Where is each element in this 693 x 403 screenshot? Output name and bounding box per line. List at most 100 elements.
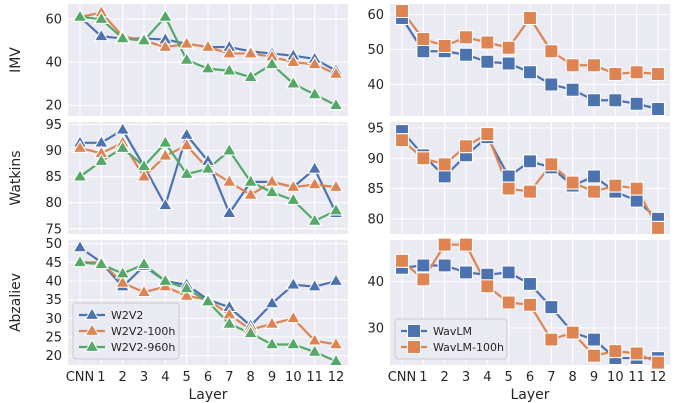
legend: WavLM WavLM-100h — [394, 318, 508, 360]
x-tick-label: 8 — [569, 370, 577, 385]
x-tick-label: 2 — [441, 370, 449, 385]
data-point-WavLM-100h — [565, 325, 580, 340]
data-point-W2V2-100h — [157, 147, 173, 161]
data-point-W2V2-960h — [285, 336, 301, 350]
x-tick-label: 1 — [419, 370, 427, 385]
y-tick-label: 50 — [367, 43, 384, 58]
data-point-WavLM — [608, 93, 623, 108]
x-tick-label: 5 — [505, 370, 513, 385]
data-point-W2V2-960h — [93, 10, 109, 24]
data-point-WavLM-100h — [458, 139, 474, 154]
y-tick-label: 85 — [45, 170, 62, 185]
x-tick-label: 3 — [140, 370, 148, 385]
data-point-WavLM-100h — [437, 237, 452, 252]
data-point-WavLM-100h — [629, 181, 644, 196]
legend-label: W2V2-100h — [111, 325, 175, 338]
data-point-WavLM — [416, 44, 431, 59]
data-point-W2V2-960h — [307, 343, 323, 357]
data-point-WavLM — [458, 47, 474, 62]
x-tick-label: 12 — [328, 370, 345, 385]
x-tick-label: 7 — [225, 370, 233, 385]
data-point-W2V2-100h — [307, 176, 323, 190]
x-axis-label: Layer — [188, 387, 227, 403]
x-tick-label: 8 — [247, 370, 255, 385]
data-point-W2V2-100h — [136, 284, 152, 298]
data-point-WavLM-100h — [586, 58, 602, 73]
data-point-WavLM — [522, 65, 538, 80]
data-point-W2V2-960h — [136, 158, 152, 172]
x-tick-label: 4 — [483, 370, 491, 385]
legend-swatch-marker — [407, 340, 421, 354]
legend-label: WavLM — [433, 325, 472, 338]
data-point-WavLM — [629, 96, 644, 111]
data-point-W2V2 — [221, 205, 237, 219]
y-tick-label: 45 — [45, 256, 62, 271]
x-tick-label: 11 — [306, 370, 323, 385]
y-tick-label: 80 — [45, 196, 62, 211]
data-point-W2V2-960h — [157, 272, 173, 286]
panel-imv-wavlm: 40 50 60 — [367, 3, 670, 117]
data-point-W2V2 — [93, 28, 109, 42]
data-point-W2V2-100h — [179, 137, 195, 151]
data-point-WavLM-100h — [650, 220, 666, 235]
data-point-W2V2-960h — [115, 30, 131, 44]
x-tick-label: 3 — [462, 370, 470, 385]
data-point-WavLM — [480, 54, 495, 69]
data-point-W2V2-100h — [285, 179, 301, 193]
y-tick-label: 20 — [45, 99, 62, 114]
data-point-W2V2-960h — [179, 280, 195, 294]
data-point-W2V2-960h — [243, 69, 259, 83]
x-tick-label: 10 — [607, 370, 624, 385]
data-point-W2V2-960h — [264, 184, 280, 198]
data-point-WavLM-100h — [501, 40, 516, 55]
data-point-WavLM — [544, 77, 559, 92]
data-point-WavLM — [629, 193, 644, 208]
y-tick-label: 95 — [367, 122, 384, 137]
data-point-WavLM-100h — [394, 133, 410, 148]
y-tick-label: 85 — [367, 182, 384, 197]
x-tick-label: 6 — [526, 370, 534, 385]
data-point-WavLM — [501, 56, 516, 71]
data-point-WavLM-100h — [629, 346, 644, 361]
y-tick-label: 20 — [45, 349, 62, 364]
y-tick-label: 90 — [367, 152, 384, 167]
data-point-W2V2 — [307, 278, 323, 292]
data-point-WavLM — [544, 300, 559, 315]
data-point-WavLM-100h — [586, 348, 602, 363]
data-point-WavLM-100h — [501, 181, 516, 196]
x-tick-label: 9 — [590, 370, 598, 385]
data-point-WavLM-100h — [522, 297, 538, 312]
data-point-WavLM — [586, 169, 602, 184]
data-point-WavLM — [416, 258, 431, 273]
data-point-W2V2-960h — [72, 8, 88, 22]
data-point-WavLM-100h — [650, 355, 666, 370]
data-point-WavLM-100h — [458, 237, 474, 252]
x-tick-label: CNN — [66, 370, 95, 385]
legend-swatch-marker — [84, 323, 100, 336]
data-point-WavLM — [586, 332, 602, 347]
legend: W2V2 W2V2-100h W2V2-960h — [72, 302, 180, 360]
legend-label: W2V2 — [111, 309, 143, 322]
data-point-W2V2-960h — [285, 192, 301, 206]
data-point-WavLM-100h — [416, 151, 431, 166]
data-point-W2V2-960h — [72, 254, 88, 268]
data-point-WavLM-100h — [480, 35, 495, 50]
x-tick-label: 9 — [268, 370, 276, 385]
x-tick-label: 10 — [285, 370, 302, 385]
data-point-WavLM-100h — [480, 127, 495, 142]
data-point-W2V2-100h — [243, 186, 259, 200]
y-axis-label: IMV — [8, 47, 24, 73]
data-point-W2V2-100h — [285, 310, 301, 324]
data-point-WavLM-100h — [458, 30, 474, 45]
data-point-WavLM-100h — [416, 31, 431, 47]
y-axis-label: Abzaliev — [8, 273, 24, 332]
y-axis-label: Watkins — [8, 150, 24, 205]
data-point-WavLM-100h — [608, 344, 623, 359]
data-point-W2V2-960h — [179, 51, 195, 65]
data-point-WavLM-100h — [437, 157, 452, 172]
data-point-WavLM-100h — [608, 66, 623, 82]
y-tick-label: 35 — [45, 293, 62, 308]
data-point-W2V2 — [72, 239, 88, 253]
